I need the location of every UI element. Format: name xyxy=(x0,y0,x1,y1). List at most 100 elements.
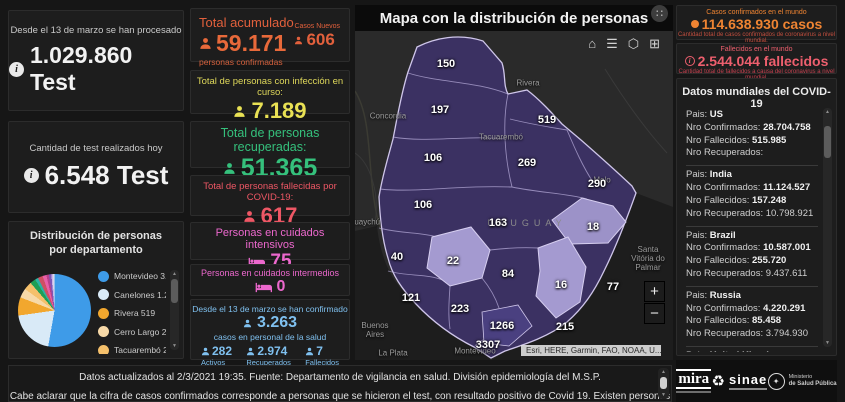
new-cases-number: 606 xyxy=(306,30,335,49)
country-field: Nro Fallecidos: 85.458 xyxy=(686,315,782,327)
stat-label: Activos xyxy=(201,358,226,367)
legend-scrollbar[interactable]: ▲ ▼ xyxy=(170,270,179,350)
pie-legend: Montevideo 3.307 Canelones 1.266 Rivera 51… xyxy=(98,267,166,354)
map-canvas[interactable]: URUGUAY 150 197 519 106 269 290 106 163 18 40 22 84… xyxy=(355,31,673,360)
health-worker-stat-value: 7 xyxy=(305,344,339,358)
legend-label: Tacuarembó 269 xyxy=(114,345,166,354)
legend-item: Tacuarembó 269 xyxy=(98,341,166,354)
map-value-tacuarembo: 269 xyxy=(517,157,537,169)
world-cases-caption: Casos confirmados en el mundo xyxy=(706,9,807,16)
accumulated-caption: personas confirmadas xyxy=(199,57,283,67)
scroll-thumb[interactable] xyxy=(660,377,667,389)
sinae-tagline-bar xyxy=(729,387,768,390)
legend-label: Canelones 1.266 xyxy=(114,289,166,300)
world-deaths-caption: Fallecidos en el mundo xyxy=(720,46,793,53)
footer-scrollbar[interactable]: ▲ ▼ xyxy=(658,368,669,399)
health-worker-stat-value: 282 xyxy=(201,344,232,358)
map-city-label: Buenos Aires xyxy=(361,320,389,339)
info-icon: i xyxy=(9,61,24,77)
bed-icon xyxy=(255,282,272,292)
world-cases-number: 114.638.930 casos xyxy=(701,16,823,32)
map-city-label: La Plata xyxy=(378,348,408,358)
health-workers-title: Desde el 13 de marzo se han confirmado xyxy=(192,304,348,314)
map-value-flores: 22 xyxy=(446,255,460,267)
new-cases-label: Casos Nuevos xyxy=(294,23,340,30)
map-value-maldonado: 215 xyxy=(555,321,575,333)
footer-line2: Cabe aclarar que la cifra de casos confi… xyxy=(9,391,671,402)
person-icon xyxy=(234,105,246,117)
accumulated-title: Total acumulado xyxy=(199,15,294,30)
legend-swatch-icon xyxy=(98,307,109,319)
scroll-down-icon[interactable]: ▼ xyxy=(172,343,177,349)
person-icon xyxy=(201,347,210,355)
health-worker-stat: 2.974 Recuperados xyxy=(246,344,291,367)
world-cases-value: 114.638.930 casos xyxy=(677,16,836,32)
country-field: Nro Recuperados: 10.798.921 xyxy=(686,207,814,219)
map-value-treinta-y-tres: 18 xyxy=(586,221,600,233)
map-value-soriano: 40 xyxy=(390,251,404,263)
country-entry: Pais: Russia Nro Confirmados: 4.220.291 Nr… xyxy=(686,287,818,347)
person-icon xyxy=(243,319,252,327)
scroll-up-icon[interactable]: ▲ xyxy=(661,369,666,375)
widget-move-icon[interactable]: ∷ xyxy=(651,5,668,22)
card-health-workers: Desde el 13 de marzo se han confirmado 3… xyxy=(190,299,350,367)
zoom-in-button[interactable]: + xyxy=(644,281,665,302)
country-field: Nro Recuperados: 9.437.611 xyxy=(686,267,808,279)
person-icon xyxy=(224,163,235,174)
logos-bar: mira ♻ sinae ✦ Ministerio de Salud Públi… xyxy=(676,360,837,402)
map-value-rocha: 77 xyxy=(606,281,620,293)
scroll-thumb[interactable] xyxy=(171,279,178,303)
tests-today-value: i 6.548 Test xyxy=(9,160,183,191)
map-labels-layer: URUGUAY 150 197 519 106 269 290 106 163 18 40 22 84… xyxy=(355,31,673,360)
health-worker-stat: 282 Activos xyxy=(201,344,232,367)
legend-swatch-icon xyxy=(98,289,109,301)
home-icon[interactable]: ⌂ xyxy=(588,36,597,51)
card-world-data: Datos mundiales del COVID-19 Pais: US Nro… xyxy=(676,78,837,356)
stat-number: 282 xyxy=(212,344,233,358)
map-value-san-jose: 223 xyxy=(450,303,470,315)
card-department-distribution: Distribución de personas por departament… xyxy=(8,221,184,359)
stat-number: 7 xyxy=(316,344,323,358)
mira-logo: mira xyxy=(676,368,712,394)
map-value-artigas: 150 xyxy=(436,58,456,70)
world-list-scrollbar[interactable]: ▲ ▼ xyxy=(823,108,832,347)
map-city-label: Melo xyxy=(593,175,611,185)
card-recovered: Total de personas recuperadas: 51.365 xyxy=(190,121,350,182)
map-value-colonia: 121 xyxy=(401,292,421,304)
stat-number: 2.974 xyxy=(257,344,288,358)
card-world-deaths: Fallecidos en el mundo i 2.544.044 falle… xyxy=(676,43,837,81)
scroll-thumb[interactable] xyxy=(824,126,831,158)
map-city-label: Tacuarembó xyxy=(478,132,524,142)
zoom-out-button[interactable]: − xyxy=(644,303,665,324)
dot-icon xyxy=(690,20,699,29)
scroll-up-icon[interactable]: ▲ xyxy=(172,271,177,277)
sinae-logo: ♻ sinae xyxy=(712,372,768,390)
scroll-down-icon[interactable]: ▼ xyxy=(825,340,830,346)
map-value-salto: 197 xyxy=(430,104,450,116)
legend-list-icon[interactable]: ☰ xyxy=(606,36,618,51)
health-workers-breakdown: 282 Activos 2.974 Recuperados 7 Fallecidos xyxy=(191,342,349,367)
intermediate-number: 0 xyxy=(276,278,286,295)
msp-logo: ✦ Ministerio de Salud Pública xyxy=(767,372,837,390)
person-icon xyxy=(200,38,211,49)
legend-item: Rivera 519 xyxy=(98,304,166,323)
map-city-label: Concordia xyxy=(369,111,407,121)
map-value-rio-negro: 106 xyxy=(413,199,433,211)
mira-tagline-bar xyxy=(676,391,712,394)
map-value-cerro-largo: 290 xyxy=(587,178,607,190)
person-icon xyxy=(243,210,255,222)
basemap-grid-icon[interactable]: ⊞ xyxy=(649,36,660,51)
country-entry: Pais: India Nro Confirmados: 11.124.527 Nr… xyxy=(686,166,818,227)
scroll-down-icon[interactable]: ▼ xyxy=(661,392,666,398)
country-field: Pais: United Kingdom xyxy=(686,350,818,352)
active-title: Total de personas con infección en curso… xyxy=(196,76,344,98)
country-field: Pais: US xyxy=(686,109,723,120)
scroll-up-icon[interactable]: ▲ xyxy=(825,109,830,115)
map-title: Mapa con la distribución de personas xyxy=(355,5,673,31)
recovered-title: Total de personas recuperadas: xyxy=(220,126,320,154)
country-entry: Pais: US Nro Confirmados: 28.704.758 Nro F… xyxy=(686,106,818,167)
layers-icon[interactable]: ⬡ xyxy=(627,36,640,51)
uruguay-map[interactable] xyxy=(355,31,673,360)
world-deaths-number: 2.544.044 fallecidos xyxy=(697,53,829,69)
